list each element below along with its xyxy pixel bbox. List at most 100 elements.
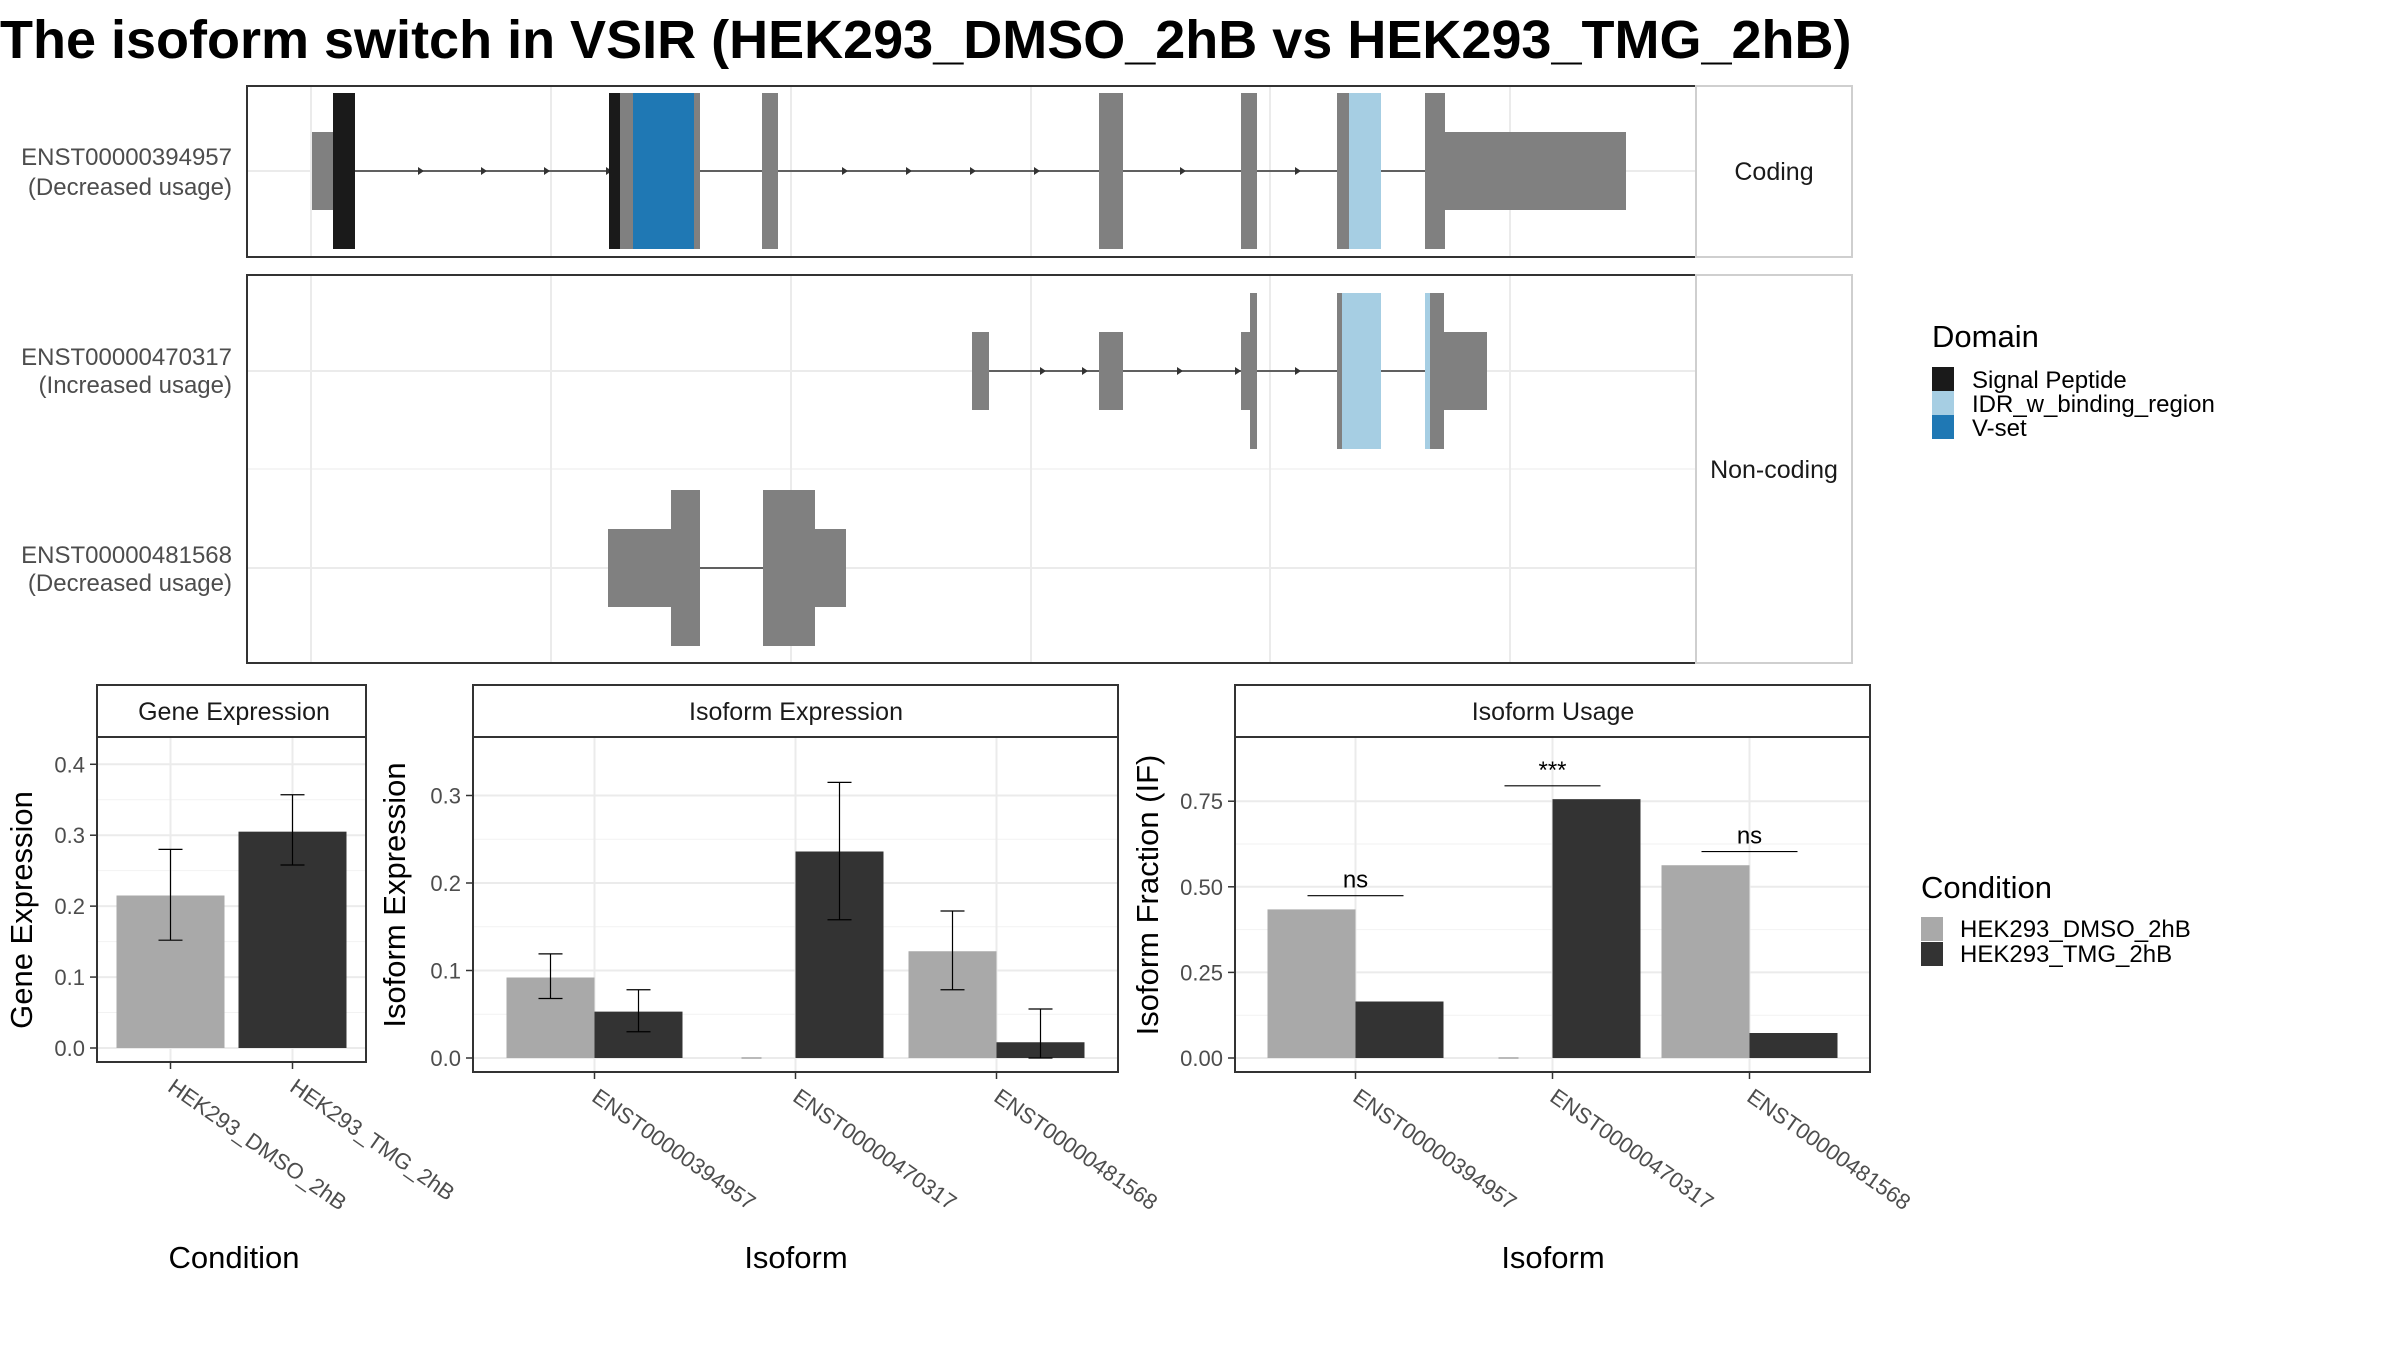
y-axis-title: Gene Expression (4, 791, 39, 1029)
exon (608, 529, 672, 607)
y-tick-label: 0.25 (1180, 960, 1223, 985)
facet-coding-label: Coding (1734, 158, 1813, 186)
y-tick-label: 0.2 (54, 894, 85, 919)
bar (1661, 865, 1750, 1058)
x-axis-title: Isoform (1501, 1240, 1604, 1275)
x-tick-label: ENST00000481568 (990, 1084, 1163, 1215)
exon-utr-3prime (1444, 132, 1626, 210)
y-tick-label: 0.3 (54, 823, 85, 848)
exon-utr (312, 132, 334, 210)
x-tick-label: ENST00000394957 (1349, 1084, 1522, 1215)
intron-arrows (1040, 367, 1301, 375)
x-tick-label: ENST00000470317 (789, 1084, 962, 1215)
isoform-expression-panel: Isoform Expression Isoform Isoform Expre… (377, 684, 1163, 1275)
isoform-usage-panel: Isoform Usage Isoform Isoform Fraction (… (1130, 684, 1916, 1275)
exon-idr (1349, 93, 1381, 249)
legend-swatch-signal-peptide (1932, 367, 1954, 391)
figure-title: The isoform switch in VSIR (HEK293_DMSO_… (0, 10, 1851, 70)
transcript-label-usage: (Decreased usage) (28, 174, 232, 201)
x-tick-label: ENST00000394957 (588, 1084, 761, 1215)
legend-item-vset: V-set (1972, 415, 2027, 442)
transcript-label-id: ENST00000394957 (21, 144, 232, 171)
panel-strip (1234, 684, 1871, 738)
exon (972, 332, 989, 410)
legend-item-signal-peptide: Signal Peptide (1972, 367, 2127, 394)
y-tick-label: 0.1 (54, 965, 85, 990)
x-tick-label: ENST00000470317 (1546, 1084, 1719, 1215)
exon-signal-peptide (333, 93, 355, 249)
legend-domain-title: Domain (1932, 319, 2039, 354)
y-axis-title: Isoform Fraction (IF) (1130, 755, 1165, 1036)
legend-condition-title: Condition (1921, 870, 2052, 905)
exon-cds (620, 93, 634, 249)
transcript-structure-enst00000470317 (972, 293, 1487, 449)
exon (1250, 293, 1257, 449)
exon (1241, 332, 1251, 410)
bar (1267, 909, 1356, 1058)
intron-arrows (418, 167, 1301, 175)
exon (1099, 332, 1123, 410)
legend-item-idr: IDR_w_binding_region (1972, 391, 2215, 418)
y-tick-label: 0.2 (430, 871, 461, 896)
y-tick-label: 0.1 (430, 959, 461, 984)
significance-label: ns (1737, 823, 1762, 850)
legend-condition: Condition HEK293_DMSO_2hB HEK293_TMG_2hB (1921, 870, 2191, 968)
legend-item-tmg: HEK293_TMG_2hB (1960, 941, 2172, 968)
exon (1430, 293, 1444, 449)
x-axis-title: Isoform (744, 1240, 847, 1275)
x-tick-label: ENST00000481568 (1743, 1084, 1916, 1215)
facet-noncoding-strip (1695, 274, 1853, 664)
bar (1355, 1001, 1444, 1058)
exon-idr (1425, 293, 1431, 449)
facet-coding-strip (1695, 85, 1853, 258)
transcript-label-id: ENST00000470317 (21, 344, 232, 371)
legend-swatch-tmg (1921, 942, 1943, 966)
exon (814, 529, 846, 607)
exon-cds (694, 93, 700, 249)
y-axis-title: Isoform Expression (377, 762, 412, 1027)
plot-border (96, 736, 367, 1063)
transcript-label-usage: (Decreased usage) (28, 570, 232, 597)
facet-noncoding-label: Non-coding (1710, 456, 1838, 484)
exon-idr (1342, 293, 1381, 449)
y-tick-label: 0.0 (54, 1036, 85, 1061)
panel-strip-title: Gene Expression (138, 698, 330, 726)
exon (762, 93, 778, 249)
exon (1443, 332, 1487, 410)
y-tick-label: 0.00 (1180, 1046, 1223, 1071)
bar (1749, 1033, 1838, 1058)
exon-signal-peptide-2 (609, 93, 621, 249)
exon (763, 490, 815, 646)
exon (1425, 93, 1445, 249)
y-tick-label: 0.75 (1180, 789, 1223, 814)
exon (671, 490, 700, 646)
y-tick-label: 0.0 (430, 1046, 461, 1071)
legend-swatch-idr (1932, 391, 1954, 415)
y-tick-label: 0.4 (54, 752, 85, 777)
panel-strip (96, 684, 367, 738)
panel-strip-title: Isoform Usage (1472, 698, 1635, 726)
y-tick-label: 0.50 (1180, 875, 1223, 900)
bar (238, 831, 347, 1048)
panel-strip-title: Isoform Expression (689, 698, 903, 726)
legend-swatch-vset (1932, 415, 1954, 439)
significance-label: *** (1538, 757, 1566, 784)
legend-item-dmso: HEK293_DMSO_2hB (1960, 916, 2191, 943)
legend-domain: Domain Signal Peptide IDR_w_binding_regi… (1932, 319, 2215, 442)
exon (1241, 93, 1257, 249)
transcript-label-id: ENST00000481568 (21, 542, 232, 569)
structure-facet-coding: Coding ENST00000394957 (Decreased usage) (21, 85, 1853, 258)
x-axis-title: Condition (169, 1240, 300, 1275)
significance-label: ns (1343, 867, 1368, 894)
structure-facet-noncoding: Non-coding ENST00000470317 (Increased us… (21, 274, 1853, 664)
transcript-structure-enst00000481568 (608, 490, 846, 646)
exon (1099, 93, 1123, 249)
bar (1552, 799, 1641, 1058)
transcript-structure-enst00000394957 (312, 93, 1626, 249)
panel-strip (472, 684, 1119, 738)
exon (1337, 293, 1343, 449)
legend-swatch-dmso (1921, 917, 1943, 941)
y-tick-label: 0.3 (430, 784, 461, 809)
exon-vset (633, 93, 695, 249)
